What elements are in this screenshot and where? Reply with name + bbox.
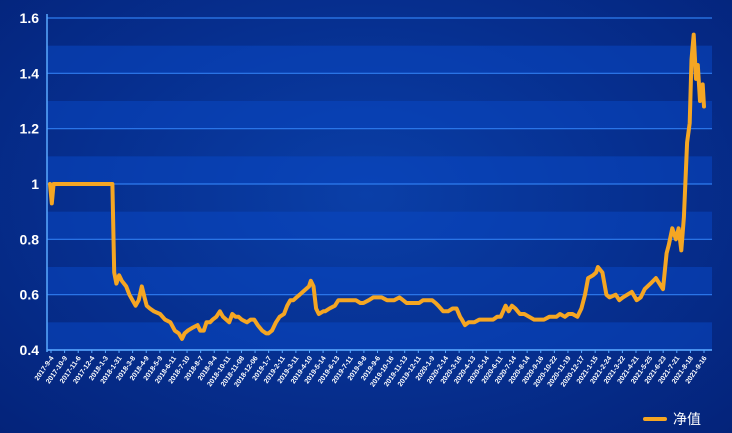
plot-band	[47, 322, 712, 350]
series-layer	[48, 32, 706, 341]
y-tick-label: 1	[31, 176, 39, 192]
y-tick-label: 1.2	[20, 121, 40, 137]
plot-band	[47, 156, 712, 184]
x-axis-ticks: 2017-9-42017-10-92017-11-62017-12-42018-…	[34, 350, 709, 388]
axes	[46, 14, 712, 352]
plot-band	[47, 211, 712, 240]
legend: 净值	[643, 412, 701, 428]
legend-label: 净值	[673, 412, 701, 428]
series-line-net-value	[48, 32, 706, 341]
y-tick-label: 0.6	[20, 287, 40, 303]
plot-band	[47, 45, 712, 74]
y-tick-label: 0.4	[20, 342, 40, 358]
y-tick-label: 1.4	[20, 65, 40, 81]
y-tick-label: 0.8	[20, 231, 40, 247]
plot-band	[47, 267, 712, 295]
plot-band	[47, 101, 712, 129]
y-tick-label: 1.6	[20, 10, 40, 26]
y-axis-ticks: 0.4 0.6 0.8 1 1.2 1.4 1.6	[20, 10, 40, 358]
